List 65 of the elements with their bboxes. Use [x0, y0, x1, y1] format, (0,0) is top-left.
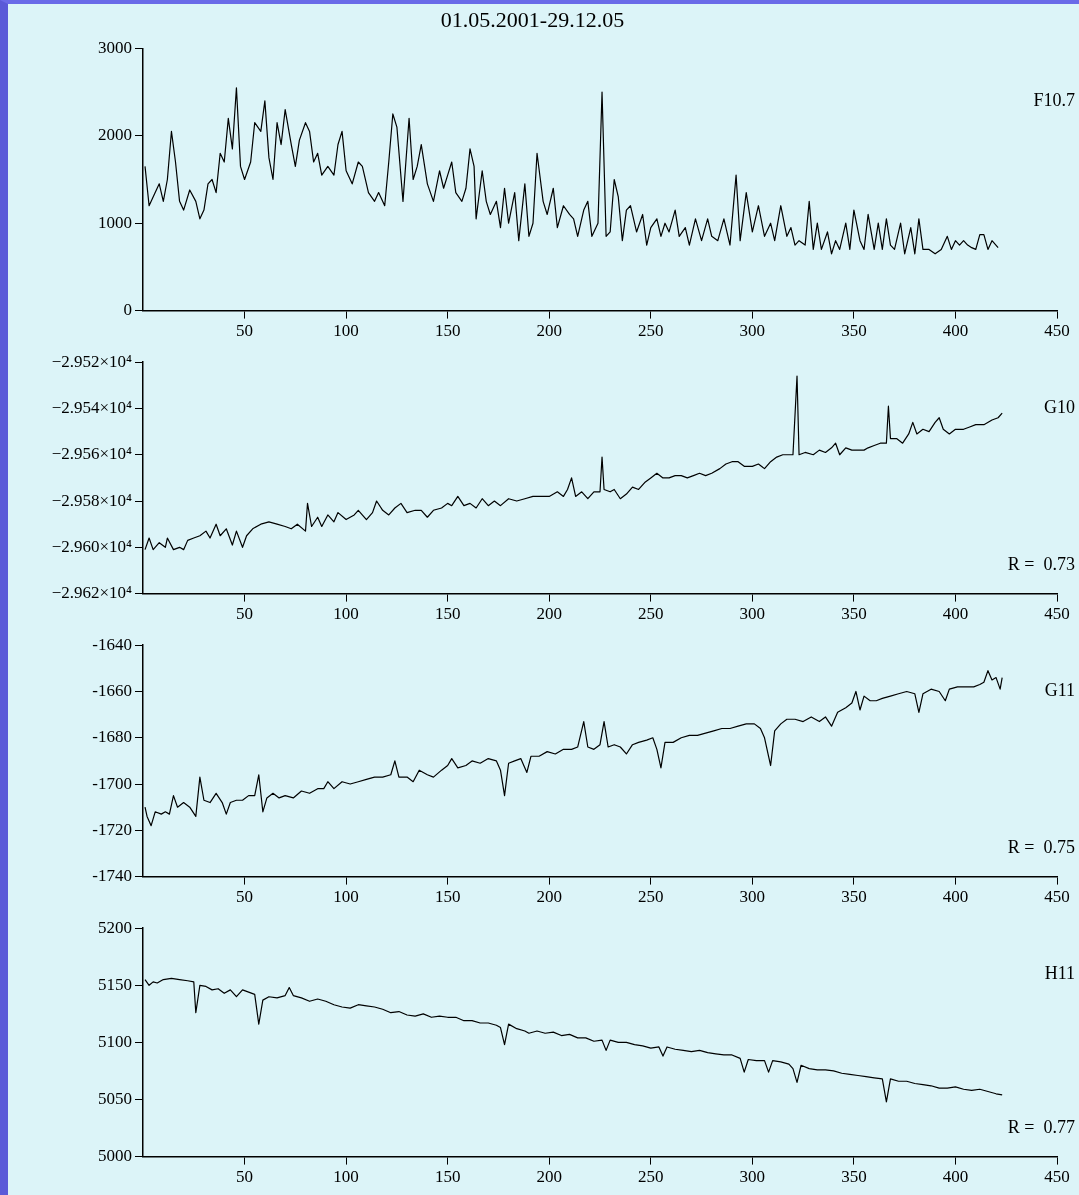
x-tick-label: 450	[1044, 1167, 1070, 1187]
x-tick-label: 300	[739, 1167, 766, 1187]
annotation: G10	[1044, 397, 1075, 418]
x-tick-label: 150	[434, 887, 461, 907]
x-tick-label: 450	[1044, 321, 1070, 341]
annotation: R = 0.77	[1007, 1117, 1075, 1138]
annotation: G11	[1044, 680, 1075, 701]
x-tick-label: 50	[236, 604, 254, 624]
x-tick-label: 200	[536, 887, 562, 907]
y-tick-label: −2.956×10⁴	[51, 444, 133, 464]
x-tick-label: 100	[333, 887, 359, 907]
x-tick-label: 350	[841, 604, 867, 624]
x-tick-label: 300	[739, 604, 766, 624]
y-tick-label: 5100	[98, 1031, 132, 1051]
y-tick-label: 5200	[98, 917, 132, 937]
x-tick-label: 300	[739, 887, 766, 907]
x-tick-label: 50	[236, 887, 254, 907]
y-tick-label: −2.952×10⁴	[51, 351, 133, 371]
y-tick-label: 5150	[98, 974, 132, 994]
x-tick-label: 350	[841, 321, 867, 341]
x-tick-label: 250	[638, 321, 664, 341]
x-tick-label: 400	[942, 887, 969, 907]
y-tick-label: −2.962×10⁴	[51, 583, 133, 603]
x-tick-label: 350	[841, 1167, 867, 1187]
y-tick-label: 3000	[98, 37, 132, 57]
x-tick-label: 400	[942, 604, 969, 624]
x-tick-label: 100	[333, 321, 359, 341]
x-tick-label: 200	[536, 1167, 562, 1187]
x-tick-label: 50	[236, 321, 254, 341]
y-tick-label: −2.960×10⁴	[51, 536, 133, 556]
y-tick-label: -1680	[92, 727, 132, 747]
x-tick-label: 400	[942, 321, 969, 341]
x-tick-label: 450	[1044, 887, 1070, 907]
y-tick-label: -1660	[92, 680, 132, 700]
y-tick-label: −2.958×10⁴	[51, 490, 133, 510]
x-tick-label: 200	[536, 321, 562, 341]
x-tick-label: 150	[434, 1167, 461, 1187]
y-tick-label: 0	[123, 300, 132, 320]
x-tick-label: 150	[434, 321, 461, 341]
y-tick-label: -1640	[92, 634, 132, 654]
x-tick-label: 250	[638, 1167, 664, 1187]
x-tick-label: 250	[638, 887, 664, 907]
y-tick-label: 5050	[98, 1088, 132, 1108]
y-tick-label: -1720	[92, 819, 132, 839]
x-tick-label: 150	[434, 604, 461, 624]
annotation: R = 0.73	[1007, 554, 1075, 575]
annotation: R = 0.75	[1007, 837, 1075, 858]
y-tick-label: −2.954×10⁴	[51, 397, 133, 417]
x-tick-label: 200	[536, 604, 562, 624]
chart-title: 01.05.2001-29.12.05	[440, 6, 625, 32]
x-tick-label: 100	[333, 1167, 359, 1187]
x-tick-label: 300	[739, 321, 766, 341]
x-tick-label: 400	[942, 1167, 969, 1187]
annotation: F10.7	[1033, 89, 1075, 110]
x-tick-label: 350	[841, 887, 867, 907]
annotation: H11	[1044, 962, 1075, 983]
y-tick-label: 2000	[98, 125, 132, 145]
x-tick-label: 250	[638, 604, 664, 624]
x-tick-label: 450	[1044, 604, 1070, 624]
y-tick-label: 5000	[98, 1146, 132, 1166]
y-tick-label: -1740	[92, 866, 132, 886]
y-tick-label: -1700	[92, 773, 132, 793]
y-tick-label: 1000	[98, 212, 132, 232]
x-tick-label: 100	[333, 604, 359, 624]
x-tick-label: 50	[236, 1167, 254, 1187]
